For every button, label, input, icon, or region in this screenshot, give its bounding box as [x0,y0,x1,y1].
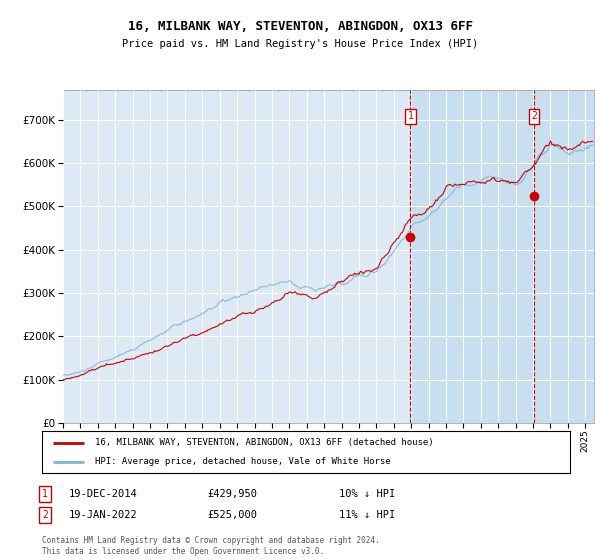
Text: 1: 1 [42,489,48,499]
Bar [410,90,594,423]
Text: Price paid vs. HM Land Registry's House Price Index (HPI): Price paid vs. HM Land Registry's House … [122,39,478,49]
Text: HPI: Average price, detached house, Vale of White Horse: HPI: Average price, detached house, Vale… [95,458,391,466]
Text: £429,950: £429,950 [207,489,257,499]
Text: 11% ↓ HPI: 11% ↓ HPI [339,510,395,520]
Text: 16, MILBANK WAY, STEVENTON, ABINGDON, OX13 6FF (detached house): 16, MILBANK WAY, STEVENTON, ABINGDON, OX… [95,438,433,447]
Text: 19-DEC-2014: 19-DEC-2014 [69,489,138,499]
Text: 1: 1 [407,111,413,122]
Text: 2: 2 [531,111,537,122]
Text: 10% ↓ HPI: 10% ↓ HPI [339,489,395,499]
Text: Contains HM Land Registry data © Crown copyright and database right 2024.
This d: Contains HM Land Registry data © Crown c… [42,536,380,556]
Text: £525,000: £525,000 [207,510,257,520]
Text: 2: 2 [42,510,48,520]
Text: 19-JAN-2022: 19-JAN-2022 [69,510,138,520]
Text: 16, MILBANK WAY, STEVENTON, ABINGDON, OX13 6FF: 16, MILBANK WAY, STEVENTON, ABINGDON, OX… [128,20,473,32]
